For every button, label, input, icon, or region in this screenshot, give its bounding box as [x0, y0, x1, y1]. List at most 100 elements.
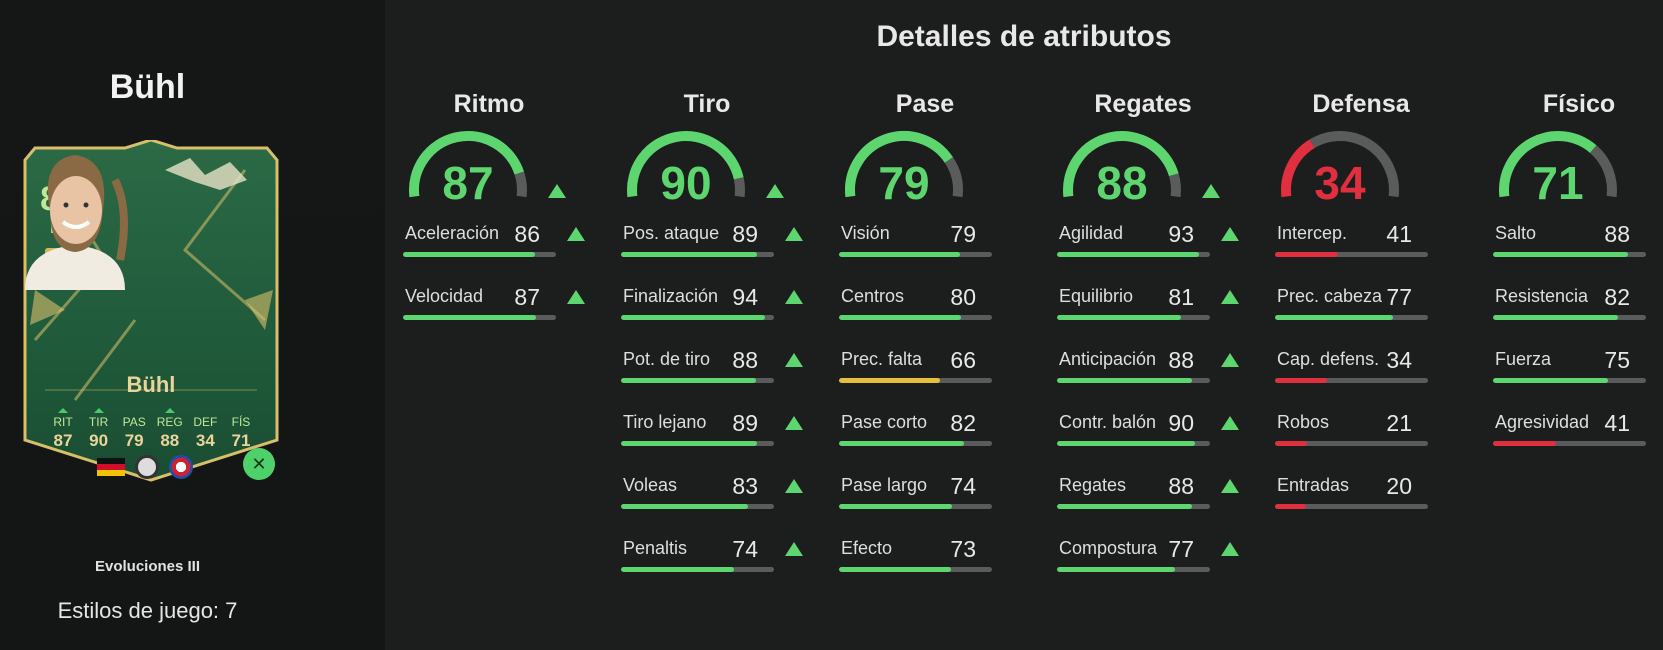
attribute-name: Robos	[1277, 412, 1330, 432]
attribute-row: Prec. cabeza 77	[1275, 284, 1447, 336]
attribute-bar	[839, 504, 992, 509]
attribute-bar	[1275, 252, 1428, 257]
player-panel: Bühl 86 MI	[0, 0, 385, 650]
category-title: Defensa	[1312, 90, 1410, 118]
attribute-name: Centros	[841, 286, 905, 306]
attribute-value: 20	[1386, 473, 1412, 499]
attribute-up-icon	[1221, 290, 1239, 304]
attribute-bar-fill	[1057, 252, 1200, 257]
gauge-track	[944, 157, 963, 198]
attribute-name: Pot. de tiro	[623, 349, 711, 369]
attribute-bar-fill	[1493, 252, 1628, 257]
attribute-row: Equilibrio 81	[1057, 284, 1239, 336]
card-stat-value: 34	[195, 431, 215, 450]
gauge-track	[733, 177, 745, 198]
gauge-fill	[1499, 131, 1597, 198]
category-value: 34	[1314, 157, 1366, 209]
attribute-name: Velocidad	[405, 286, 484, 306]
category-title: Ritmo	[453, 90, 525, 118]
attribute-value: 94	[732, 284, 758, 310]
attribute-value: 77	[1168, 536, 1194, 562]
league-icon	[135, 455, 159, 479]
attribute-bar	[1493, 315, 1646, 320]
attribute-name: Agilidad	[1059, 223, 1124, 243]
attribute-row: Regates 88	[1057, 473, 1239, 525]
attribute-bar-fill	[621, 252, 758, 257]
attribute-bar	[1057, 315, 1210, 320]
category-value: 88	[1096, 157, 1148, 209]
category-gauge	[1063, 131, 1181, 198]
attribute-bar-fill	[621, 441, 758, 446]
attribute-value: 34	[1386, 347, 1412, 373]
attribute-bar	[839, 441, 992, 446]
germany-flag-icon	[97, 458, 125, 476]
attribute-row: Pot. de tiro 88	[621, 347, 803, 399]
attribute-name: Resistencia	[1495, 286, 1589, 306]
evolution-icon: ✕	[243, 448, 275, 480]
attribute-value: 82	[1604, 284, 1630, 310]
attribute-value: 21	[1386, 410, 1412, 436]
attribute-row: Entradas 20	[1275, 473, 1447, 525]
attribute-up-icon	[1221, 416, 1239, 430]
attribute-value: 86	[514, 221, 540, 247]
player-card[interactable]: 86 MI Bühl RIT 87 TIR 90	[15, 140, 287, 495]
attribute-name: Prec. falta	[841, 349, 923, 369]
attribute-value: 79	[950, 221, 976, 247]
attribute-bar	[839, 252, 992, 257]
attribute-bar	[1493, 378, 1646, 383]
attribute-up-icon	[785, 227, 803, 241]
attribute-value: 88	[1604, 221, 1630, 247]
gauge-track	[1589, 145, 1617, 198]
stat-up-icon	[93, 408, 104, 413]
attribute-row: Anticipación 88	[1057, 347, 1239, 399]
card-stat-label: TIR	[88, 415, 109, 429]
card-stat-value: 71	[231, 431, 251, 450]
attribute-row: Finalización 94	[621, 284, 803, 336]
attribute-name: Compostura	[1059, 538, 1158, 558]
attribute-value: 41	[1386, 221, 1412, 247]
attribute-bar-fill	[1275, 252, 1338, 257]
card-stat: TIR 90	[83, 408, 115, 451]
attribute-bar	[1057, 504, 1210, 509]
category-title: Regates	[1094, 90, 1192, 118]
stat-up-icon	[164, 408, 175, 413]
attribute-value: 74	[732, 536, 758, 562]
attribute-bar	[621, 567, 774, 572]
attribute-bar	[621, 315, 774, 320]
attribute-row: Pase largo 74	[839, 473, 1011, 525]
attribute-row: Prec. falta 66	[839, 347, 1011, 399]
attribute-bar-fill	[1275, 315, 1393, 320]
card-stat-value: 79	[124, 431, 144, 450]
attribute-name: Entradas	[1277, 475, 1350, 495]
attribute-name: Intercep.	[1277, 223, 1348, 243]
attribute-bar	[621, 378, 774, 383]
attribute-value: 93	[1168, 221, 1194, 247]
attribute-value: 66	[950, 347, 976, 373]
playstyles-count[interactable]: Estilos de juego: 7	[57, 598, 238, 623]
attribute-name: Tiro lejano	[623, 412, 707, 432]
attribute-row: Intercep. 41	[1275, 221, 1447, 273]
attribute-bar-fill	[1275, 441, 1308, 446]
club-badge-icon	[169, 455, 193, 479]
card-stat-label: DEF	[193, 415, 218, 429]
attribute-value: 90	[1168, 410, 1194, 436]
attribute-up-icon	[1221, 542, 1239, 556]
card-stat: DEF 34	[189, 408, 221, 451]
category-gauge	[627, 131, 745, 198]
gauge-fill	[1281, 139, 1315, 198]
attribute-name: Regates	[1059, 475, 1127, 495]
gauge-track	[1168, 173, 1181, 198]
attribute-row: Aceleración 86	[403, 221, 585, 273]
attribute-bar	[621, 441, 774, 446]
attribute-value: 88	[1168, 347, 1194, 373]
attribute-value: 82	[950, 410, 976, 436]
attribute-bar	[1057, 252, 1210, 257]
card-stats: RIT 87 TIR 90 PAS 79 REG 88 DEF 34	[47, 408, 257, 451]
category-title: Pase	[895, 90, 955, 118]
attribute-value: 87	[514, 284, 540, 310]
attribute-name: Penaltis	[623, 538, 688, 558]
category-value: 79	[878, 157, 930, 209]
attribute-bar	[1057, 441, 1210, 446]
attribute-row: Resistencia 82	[1493, 284, 1663, 336]
attribute-row: Contr. balón 90	[1057, 410, 1239, 462]
